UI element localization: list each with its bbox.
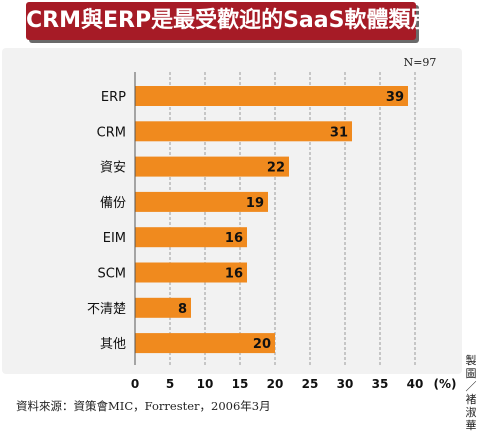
value-label-3: 19 (246, 196, 264, 211)
bar-3 (135, 191, 268, 212)
value-label-5: 16 (225, 267, 243, 282)
source-note: 資料來源：資策會MIC，Forrester，2006年3月 (16, 399, 271, 413)
bar-5 (135, 262, 247, 283)
value-label-4: 16 (225, 231, 243, 246)
x-tick-label-15: 15 (232, 377, 249, 391)
x-tick-label-30: 30 (337, 377, 354, 391)
x-tick-label-35: 35 (372, 377, 389, 391)
x-tick-label-5: 5 (166, 377, 174, 391)
x-tick-label-40: 40 (407, 377, 424, 391)
category-label-2: 資安 (100, 161, 126, 176)
bar-2 (135, 156, 289, 177)
x-tick-label-25: 25 (302, 377, 319, 391)
chart-credit: 製圖／褚淑華 (465, 354, 477, 432)
bar-4 (135, 227, 247, 248)
category-label-7: 其他 (100, 337, 126, 352)
value-label-7: 20 (253, 337, 271, 352)
bar-6 (135, 297, 191, 318)
x-tick-label-0: 0 (131, 377, 139, 391)
bar-7 (135, 333, 275, 354)
x-tick-label-10: 10 (197, 377, 214, 391)
x-axis-unit: (%) (434, 377, 457, 391)
category-label-4: EIM (103, 231, 126, 246)
bar-0 (135, 86, 408, 106)
value-label-2: 22 (267, 161, 285, 176)
title-banner: CRM與ERP是最受歡迎的SaaS軟體類別 (26, 2, 433, 40)
bar-1 (135, 121, 352, 142)
category-label-1: CRM (97, 125, 126, 140)
value-label-6: 8 (178, 302, 187, 317)
sample-size-note: N=97 (404, 56, 437, 69)
category-label-6: 不清楚 (87, 302, 126, 317)
category-label-3: 備份 (100, 195, 126, 211)
chart-title: CRM與ERP是最受歡迎的SaaS軟體類別 (26, 8, 433, 33)
bar-chart: ERP 39 CRM 31 資安 22 備份 19 EIM 16 SCM 16 不清楚 8 其他 20 0 5 1… (87, 56, 457, 391)
category-label-5: SCM (97, 267, 126, 282)
value-label-0: 39 (386, 90, 404, 105)
category-label-0: ERP (101, 90, 126, 105)
value-label-1: 31 (330, 125, 348, 140)
x-tick-label-20: 20 (267, 377, 284, 391)
bars: ERP 39 CRM 31 資安 22 備份 19 EIM 16 SCM 16 不清楚 8 其他 20 (87, 86, 408, 354)
grid-lines (134, 72, 416, 365)
x-axis: 0 5 10 15 20 25 30 35 40 (131, 72, 424, 391)
